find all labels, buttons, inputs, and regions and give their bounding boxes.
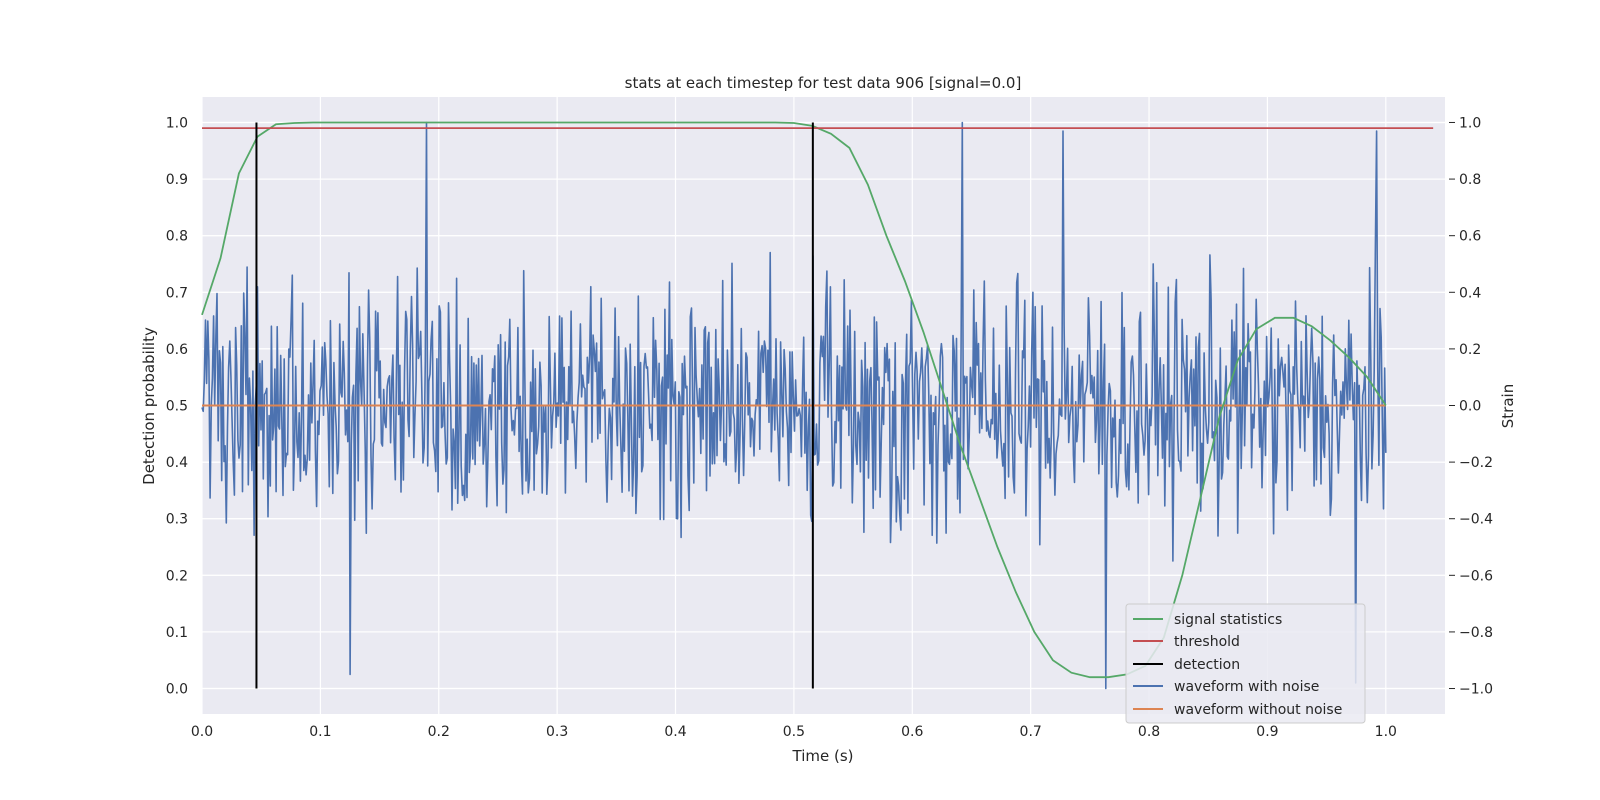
legend-label-waveform-without-noise: waveform without noise	[1174, 702, 1342, 718]
y2-tick-label: −0.2	[1459, 455, 1493, 471]
x-tick-label: 0.5	[783, 724, 805, 740]
y2-tick-label: 0.6	[1459, 229, 1481, 245]
y2-axis-label: Strain	[1499, 384, 1517, 428]
chart-title: stats at each timestep for test data 906…	[625, 74, 1022, 92]
y-tick-label: 0.2	[166, 568, 188, 584]
x-ticks: 0.0 0.1 0.2 0.3 0.4 0.5 0.6 0.7 0.8 0.9 1.0	[191, 724, 1397, 740]
x-axis-label: Time (s)	[792, 747, 854, 765]
x-tick-label: 0.0	[191, 724, 213, 740]
x-tick-label: 0.9	[1256, 724, 1278, 740]
y2-tick-label: 0.4	[1459, 285, 1481, 301]
series-signal-statistics	[201, 121, 1387, 679]
x-tick-label: 0.7	[1020, 724, 1042, 740]
y-tick-label: 0.8	[166, 229, 188, 245]
legend-label-signal-statistics: signal statistics	[1174, 612, 1282, 628]
legend-label-threshold: threshold	[1174, 634, 1240, 650]
y-tick-label: 0.1	[166, 625, 188, 641]
y-tick-label: 0.9	[166, 172, 188, 188]
y2-tick-label: 0.2	[1459, 342, 1481, 358]
legend-box	[1125, 603, 1366, 724]
y2-tick-label: 1.0	[1459, 115, 1481, 131]
y-tick-label: 0.4	[166, 455, 188, 471]
y2-tick-label: −0.6	[1459, 568, 1493, 584]
y-tick-label: 0.0	[166, 682, 188, 698]
x-tick-label: 0.2	[428, 724, 450, 740]
x-tick-label: 1.0	[1375, 724, 1397, 740]
y-tick-label: 0.3	[166, 512, 188, 528]
x-tick-label: 0.6	[901, 724, 923, 740]
x-tick-label: 0.1	[309, 724, 331, 740]
y-tick-label: 0.6	[166, 342, 188, 358]
y2-tick-label: 0.8	[1459, 172, 1481, 188]
y-tick-label: 1.0	[166, 115, 188, 131]
legend-label-waveform-with-noise: waveform with noise	[1174, 679, 1319, 695]
y2-ticks: −1.0 −0.8 −0.6 −0.4 −0.2 0.0 0.2 0.4 0.6 0.8 1.0	[1449, 115, 1493, 698]
y-tick-label: 0.7	[166, 285, 188, 301]
legend-label-detection: detection	[1174, 657, 1240, 673]
y2-tick-label: −0.4	[1459, 512, 1493, 528]
y-axis-label: Detection probability	[140, 327, 158, 485]
series-layer	[201, 121, 1434, 690]
y2-tick-label: 0.0	[1459, 399, 1481, 415]
series-waveform-with-noise	[201, 121, 1387, 690]
y2-tick-label: −0.8	[1459, 625, 1493, 641]
legend: signal statistics threshold detection wa…	[1125, 603, 1366, 724]
x-tick-label: 0.3	[546, 724, 568, 740]
y-tick-label: 0.5	[166, 399, 188, 415]
y-ticks: 0.0 0.1 0.2 0.3 0.4 0.5 0.6 0.7 0.8 0.9 1.0	[166, 115, 188, 697]
x-tick-label: 0.4	[664, 724, 686, 740]
y2-tick-label: −1.0	[1459, 682, 1493, 698]
x-tick-label: 0.8	[1138, 724, 1160, 740]
